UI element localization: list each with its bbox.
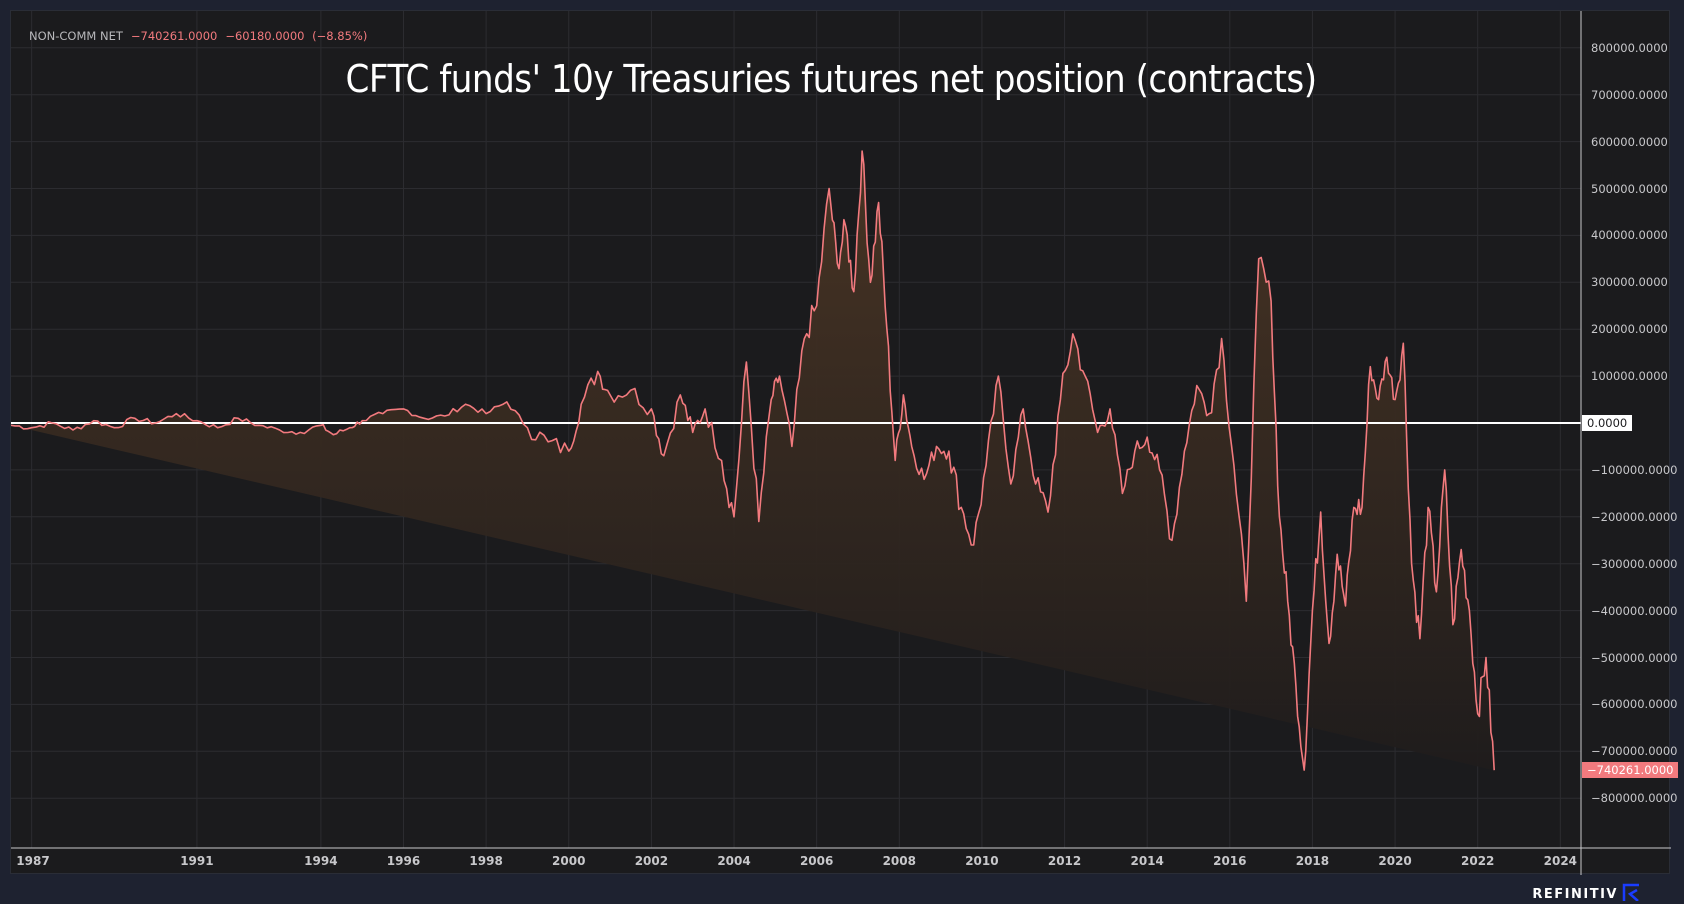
- y-axis-label: −800000.0000: [1591, 791, 1678, 806]
- y-axis-label: −500000.0000: [1591, 650, 1678, 665]
- series-name: NON-COMM NET: [29, 29, 123, 43]
- x-axis-label: 2024: [1543, 854, 1578, 868]
- y-axis-label: 600000.0000: [1591, 134, 1668, 149]
- x-axis-label: 2006: [799, 854, 834, 868]
- y-axis-label: −100000.0000: [1591, 462, 1678, 477]
- x-axis-label: 1996: [386, 854, 421, 868]
- brand-name: REFINITIV: [1532, 887, 1618, 902]
- x-axis-label: 2012: [1047, 854, 1082, 868]
- x-axis-label: 2000: [552, 854, 586, 868]
- y-axis-label: −200000.0000: [1591, 509, 1678, 524]
- y-axis-label: −600000.0000: [1591, 697, 1678, 712]
- chart-frame: NON-COMM NET −740261.0000 −60180.0000 (−8.…: [10, 10, 1679, 875]
- chart-plot: [11, 11, 1671, 875]
- x-axis-label: 2004: [717, 854, 751, 868]
- x-axis-label: 2014: [1130, 854, 1164, 868]
- x-axis-label: 1994: [304, 854, 338, 868]
- series-legend: NON-COMM NET −740261.0000 −60180.0000 (−8.…: [29, 29, 367, 43]
- y-axis-label: −700000.0000: [1591, 744, 1678, 759]
- x-axis-label: 1987: [16, 854, 50, 868]
- y-axis-label: 500000.0000: [1591, 181, 1668, 196]
- y-axis-label: 800000.0000: [1591, 40, 1668, 55]
- x-axis-label: 2016: [1213, 854, 1247, 868]
- y-axis-label: 700000.0000: [1591, 87, 1668, 102]
- y-axis-label: −300000.0000: [1591, 556, 1678, 571]
- x-axis-label: 2010: [965, 854, 999, 868]
- x-axis-label: 2002: [634, 854, 669, 868]
- x-axis-label: 2018: [1295, 854, 1330, 868]
- y-axis-label: 300000.0000: [1591, 275, 1668, 290]
- zero-price-badge: 0.0000: [1582, 415, 1633, 431]
- change-percent: (−8.85%): [312, 29, 368, 43]
- series-line: [11, 150, 1495, 771]
- refinitiv-logo-icon: [1622, 883, 1639, 901]
- x-axis-label: 1998: [469, 854, 503, 868]
- x-axis-label: 1991: [180, 854, 214, 868]
- y-axis-label: 100000.0000: [1591, 369, 1668, 384]
- y-axis-label: 200000.0000: [1591, 322, 1668, 337]
- x-axis-label: 2020: [1378, 854, 1412, 868]
- last-value: −740261.0000: [130, 29, 218, 43]
- area-fill: [11, 151, 1495, 771]
- y-axis-label: −400000.0000: [1591, 603, 1678, 618]
- change-value: −60180.0000: [225, 29, 305, 43]
- y-axis-label: 400000.0000: [1591, 228, 1668, 243]
- last-price-badge: −740261.0000: [1582, 762, 1679, 779]
- x-axis-label: 2022: [1461, 854, 1495, 868]
- x-axis-label: 2008: [882, 854, 916, 868]
- chart-title: CFTC funds' 10y Treasuries futures net p…: [345, 57, 1317, 101]
